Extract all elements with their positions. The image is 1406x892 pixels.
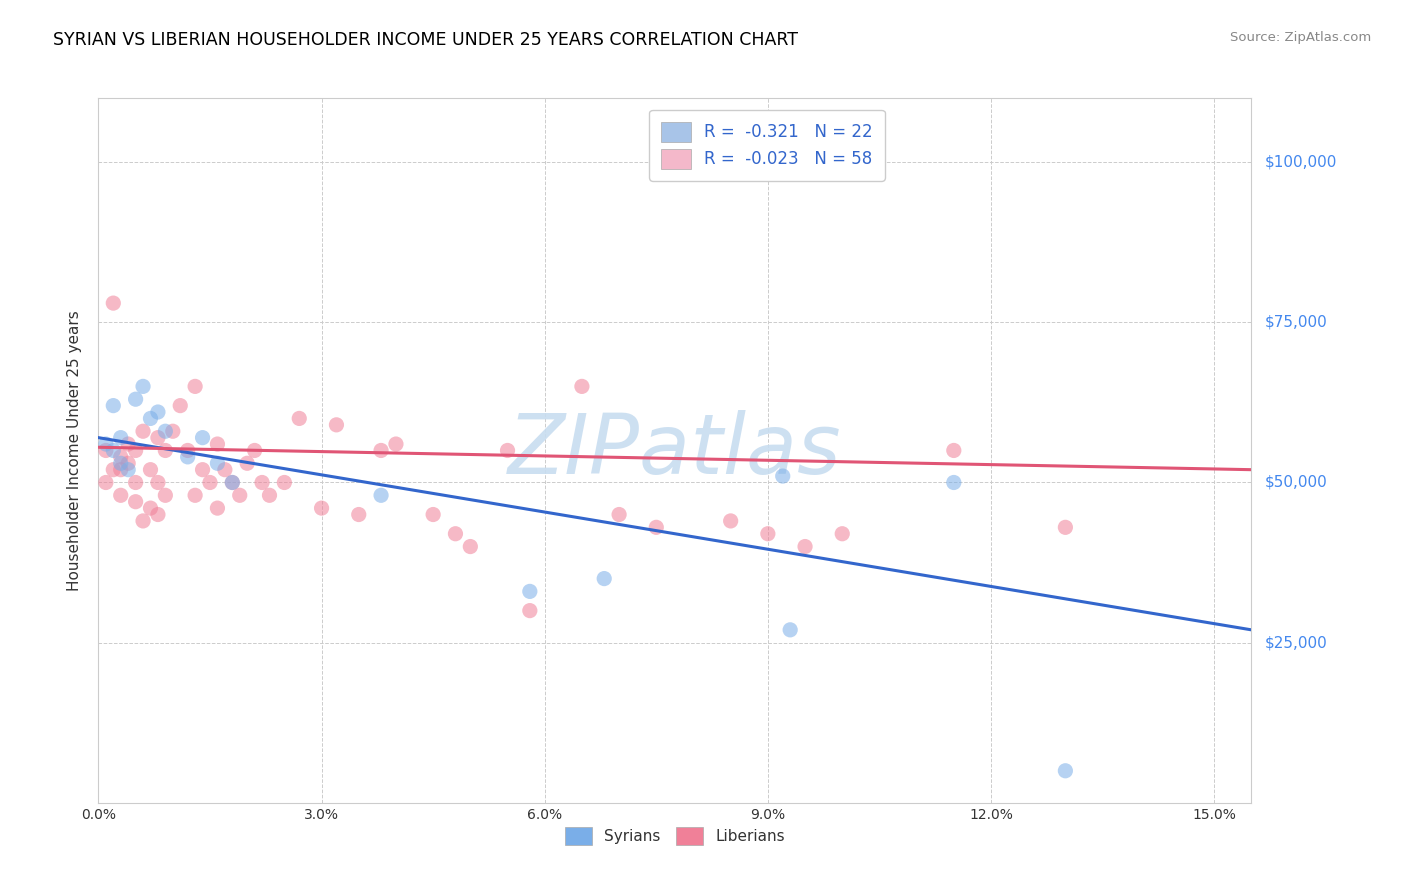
Point xyxy=(124,443,146,458)
Point xyxy=(139,501,162,516)
Point xyxy=(110,450,132,464)
Point xyxy=(607,508,630,522)
Point xyxy=(221,475,243,490)
Point xyxy=(645,520,668,534)
Text: ZIPatlas: ZIPatlas xyxy=(508,410,842,491)
Point xyxy=(229,488,252,502)
Point xyxy=(385,437,408,451)
Point xyxy=(155,424,177,438)
Text: SYRIAN VS LIBERIAN HOUSEHOLDER INCOME UNDER 25 YEARS CORRELATION CHART: SYRIAN VS LIBERIAN HOUSEHOLDER INCOME UN… xyxy=(53,31,799,49)
Point xyxy=(831,526,853,541)
Point xyxy=(942,475,965,490)
Point xyxy=(139,411,162,425)
Point xyxy=(110,456,132,470)
Point xyxy=(198,475,221,490)
Point xyxy=(146,475,169,490)
Point xyxy=(288,411,311,425)
Point xyxy=(94,437,117,451)
Point xyxy=(117,456,139,470)
Point xyxy=(124,475,146,490)
Text: $25,000: $25,000 xyxy=(1265,635,1329,650)
Point xyxy=(519,604,541,618)
Point xyxy=(207,456,229,470)
Point xyxy=(117,463,139,477)
Point xyxy=(221,475,243,490)
Point xyxy=(422,508,444,522)
Point xyxy=(191,463,214,477)
Legend: Syrians, Liberians: Syrians, Liberians xyxy=(558,821,792,852)
Point xyxy=(720,514,742,528)
Point xyxy=(370,488,392,502)
Point xyxy=(184,379,207,393)
Point xyxy=(103,443,125,458)
Point xyxy=(94,443,117,458)
Point xyxy=(794,540,817,554)
Point xyxy=(1054,764,1077,778)
Text: $50,000: $50,000 xyxy=(1265,475,1329,490)
Point xyxy=(243,443,266,458)
Point xyxy=(942,443,965,458)
Point xyxy=(571,379,593,393)
Point xyxy=(94,475,117,490)
Point xyxy=(132,379,155,393)
Point xyxy=(103,463,125,477)
Point xyxy=(176,450,198,464)
Point xyxy=(191,431,214,445)
Point xyxy=(1054,520,1077,534)
Point xyxy=(772,469,794,483)
Point xyxy=(110,463,132,477)
Point xyxy=(139,463,162,477)
Point xyxy=(236,456,259,470)
Point xyxy=(132,424,155,438)
Point xyxy=(273,475,295,490)
Point xyxy=(184,488,207,502)
Point xyxy=(347,508,370,522)
Point xyxy=(155,488,177,502)
Point xyxy=(250,475,273,490)
Point xyxy=(103,399,125,413)
Point xyxy=(779,623,801,637)
Point xyxy=(311,501,333,516)
Y-axis label: Householder Income Under 25 years: Householder Income Under 25 years xyxy=(67,310,83,591)
Text: $100,000: $100,000 xyxy=(1265,154,1337,169)
Point xyxy=(370,443,392,458)
Point xyxy=(110,431,132,445)
Text: Source: ZipAtlas.com: Source: ZipAtlas.com xyxy=(1230,31,1371,45)
Point xyxy=(325,417,347,432)
Point xyxy=(146,431,169,445)
Point xyxy=(146,508,169,522)
Point xyxy=(162,424,184,438)
Point xyxy=(169,399,191,413)
Point xyxy=(155,443,177,458)
Point xyxy=(124,494,146,508)
Point xyxy=(132,514,155,528)
Point xyxy=(146,405,169,419)
Point xyxy=(176,443,198,458)
Point xyxy=(444,526,467,541)
Point xyxy=(207,501,229,516)
Point xyxy=(259,488,281,502)
Point xyxy=(756,526,779,541)
Point xyxy=(519,584,541,599)
Point xyxy=(496,443,519,458)
Point xyxy=(124,392,146,407)
Point xyxy=(117,437,139,451)
Point xyxy=(593,572,616,586)
Point xyxy=(214,463,236,477)
Point xyxy=(110,488,132,502)
Point xyxy=(460,540,482,554)
Text: $75,000: $75,000 xyxy=(1265,315,1329,330)
Point xyxy=(103,296,125,310)
Point xyxy=(207,437,229,451)
